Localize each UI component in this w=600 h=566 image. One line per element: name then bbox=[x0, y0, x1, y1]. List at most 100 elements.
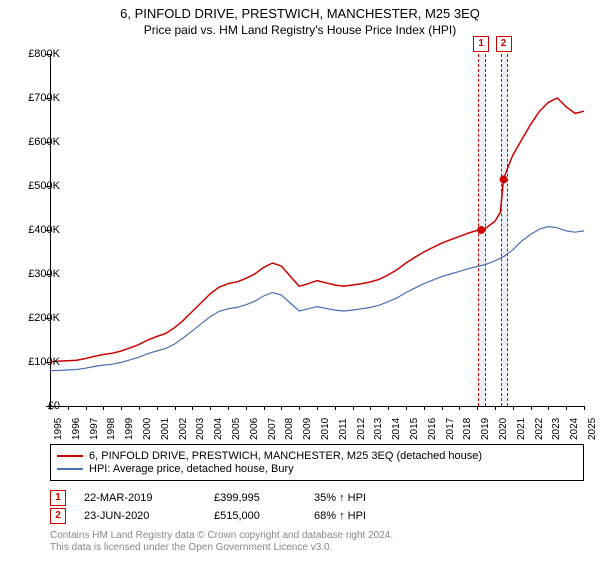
x-tick-mark bbox=[548, 406, 549, 410]
x-tick-label: 2024 bbox=[569, 418, 580, 440]
x-tick-mark bbox=[121, 406, 122, 410]
x-tick-mark bbox=[513, 406, 514, 410]
x-tick-label: 2023 bbox=[551, 418, 562, 440]
x-tick-mark bbox=[175, 406, 176, 410]
x-tick-label: 2008 bbox=[284, 418, 295, 440]
transaction-pct: 35% ↑ HPI bbox=[314, 492, 414, 504]
x-tick-mark bbox=[584, 406, 585, 410]
x-tick-mark bbox=[317, 406, 318, 410]
x-tick-label: 2005 bbox=[231, 418, 242, 440]
transaction-price: £399,995 bbox=[214, 492, 314, 504]
y-tick-mark bbox=[46, 54, 50, 55]
y-tick-mark bbox=[46, 362, 50, 363]
x-tick-mark bbox=[388, 406, 389, 410]
y-tick-label: £600K bbox=[28, 136, 60, 148]
x-tick-mark bbox=[157, 406, 158, 410]
x-tick-label: 2000 bbox=[142, 418, 153, 440]
transaction-table: 1 22-MAR-2019£399,99535% ↑ HPI 223-JUN-202… bbox=[50, 488, 414, 526]
x-tick-label: 2012 bbox=[356, 418, 367, 440]
x-tick-label: 2025 bbox=[587, 418, 598, 440]
legend-swatch bbox=[57, 468, 83, 470]
x-tick-mark bbox=[477, 406, 478, 410]
x-tick-mark bbox=[228, 406, 229, 410]
y-tick-mark bbox=[46, 142, 50, 143]
x-tick-label: 1996 bbox=[71, 418, 82, 440]
x-tick-label: 2020 bbox=[498, 418, 509, 440]
transaction-pct: 68% ↑ HPI bbox=[314, 510, 414, 522]
y-tick-label: £200K bbox=[28, 312, 60, 324]
x-tick-mark bbox=[50, 406, 51, 410]
x-tick-mark bbox=[370, 406, 371, 410]
transaction-dot bbox=[477, 226, 485, 234]
x-tick-label: 2006 bbox=[249, 418, 260, 440]
transaction-date: 22-MAR-2019 bbox=[84, 492, 214, 504]
x-tick-label: 2018 bbox=[462, 418, 473, 440]
footer-line-2: This data is licensed under the Open Gov… bbox=[50, 542, 393, 554]
y-tick-label: £800K bbox=[28, 48, 60, 60]
x-tick-label: 2004 bbox=[213, 418, 224, 440]
y-tick-mark bbox=[46, 186, 50, 187]
footer-line-1: Contains HM Land Registry data © Crown c… bbox=[50, 530, 393, 542]
x-tick-label: 1995 bbox=[53, 418, 64, 440]
x-tick-mark bbox=[406, 406, 407, 410]
marker-flag: 2 bbox=[496, 36, 512, 52]
x-tick-label: 2016 bbox=[427, 418, 438, 440]
transaction-dot bbox=[500, 175, 508, 183]
y-tick-mark bbox=[46, 274, 50, 275]
series-line bbox=[50, 227, 584, 371]
x-tick-mark bbox=[103, 406, 104, 410]
y-tick-mark bbox=[46, 230, 50, 231]
plot-svg bbox=[50, 54, 584, 406]
x-tick-mark bbox=[495, 406, 496, 410]
x-tick-mark bbox=[442, 406, 443, 410]
x-tick-label: 1999 bbox=[124, 418, 135, 440]
chart-container: 6, PINFOLD DRIVE, PRESTWICH, MANCHESTER,… bbox=[0, 6, 600, 566]
x-tick-mark bbox=[459, 406, 460, 410]
series-line bbox=[50, 98, 584, 362]
transaction-row: 223-JUN-2020£515,00068% ↑ HPI bbox=[50, 508, 414, 524]
x-tick-mark bbox=[424, 406, 425, 410]
x-tick-label: 2001 bbox=[160, 418, 171, 440]
y-tick-label: £400K bbox=[28, 224, 60, 236]
x-tick-mark bbox=[264, 406, 265, 410]
transaction-flag: 2 bbox=[50, 508, 66, 524]
x-tick-mark bbox=[192, 406, 193, 410]
x-tick-mark bbox=[86, 406, 87, 410]
x-tick-mark bbox=[531, 406, 532, 410]
y-tick-mark bbox=[46, 318, 50, 319]
y-tick-label: £700K bbox=[28, 92, 60, 104]
x-tick-label: 2015 bbox=[409, 418, 420, 440]
transaction-flag: 1 bbox=[50, 490, 66, 506]
x-tick-label: 2017 bbox=[445, 418, 456, 440]
x-tick-mark bbox=[210, 406, 211, 410]
x-tick-label: 2014 bbox=[391, 418, 402, 440]
x-tick-mark bbox=[246, 406, 247, 410]
x-tick-mark bbox=[299, 406, 300, 410]
transaction-price: £515,000 bbox=[214, 510, 314, 522]
x-tick-mark bbox=[353, 406, 354, 410]
x-tick-label: 2003 bbox=[195, 418, 206, 440]
footer-text: Contains HM Land Registry data © Crown c… bbox=[50, 530, 393, 554]
x-tick-label: 2002 bbox=[178, 418, 189, 440]
x-tick-mark bbox=[281, 406, 282, 410]
x-tick-label: 2007 bbox=[267, 418, 278, 440]
x-tick-label: 2009 bbox=[302, 418, 313, 440]
x-tick-mark bbox=[335, 406, 336, 410]
x-tick-label: 1997 bbox=[89, 418, 100, 440]
x-tick-mark bbox=[68, 406, 69, 410]
y-tick-label: £500K bbox=[28, 180, 60, 192]
legend-swatch bbox=[57, 455, 83, 457]
y-tick-label: £100K bbox=[28, 356, 60, 368]
x-tick-label: 2019 bbox=[480, 418, 491, 440]
x-tick-label: 2013 bbox=[373, 418, 384, 440]
marker-flag: 1 bbox=[473, 36, 489, 52]
x-tick-label: 2010 bbox=[320, 418, 331, 440]
x-tick-mark bbox=[566, 406, 567, 410]
x-tick-label: 1998 bbox=[106, 418, 117, 440]
chart-title: 6, PINFOLD DRIVE, PRESTWICH, MANCHESTER,… bbox=[0, 6, 600, 21]
legend-item: 6, PINFOLD DRIVE, PRESTWICH, MANCHESTER,… bbox=[57, 450, 577, 462]
x-tick-label: 2022 bbox=[534, 418, 545, 440]
x-tick-mark bbox=[139, 406, 140, 410]
transaction-row: 1 22-MAR-2019£399,99535% ↑ HPI bbox=[50, 490, 414, 506]
y-tick-mark bbox=[46, 98, 50, 99]
